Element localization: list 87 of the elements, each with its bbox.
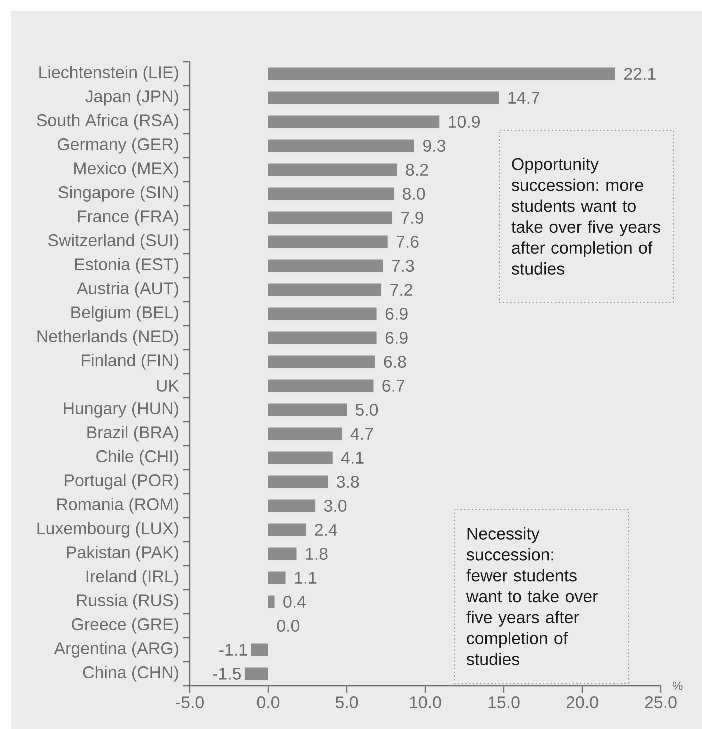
y-tick-label: Argentina (ARG) [54,642,178,658]
x-tick-label: 15.0 [488,696,520,709]
data-label: 6.8 [384,356,406,368]
bar [251,644,268,656]
data-label: 8.0 [403,188,426,200]
x-tick-label: 20.0 [566,696,598,709]
x-tick-label: 5.0 [336,696,358,709]
data-label: 14.7 [508,92,540,104]
annotation: Necessity succession: fewer students want to take over five years after completion of studies [466,527,598,666]
y-tick-label: Hungary (HUN) [64,402,178,418]
y-tick-label: Pakistan (PAK) [67,546,178,562]
data-label: 7.9 [402,212,424,224]
bar [244,668,268,680]
bar [268,476,328,488]
data-label: 4.1 [341,452,364,464]
x-axis-title: % [672,682,683,690]
y-tick-label: Brazil (BRA) [88,426,178,442]
bar [268,212,393,224]
y-tick-label: Chile (CHI) [96,450,178,466]
y-tick-label: Estonia (EST) [75,258,178,274]
y-tick-label: Netherlands (NED) [38,330,178,346]
bar [268,428,342,440]
y-tick-label: Austria (AUT) [76,282,178,298]
data-label: 22.1 [624,68,656,80]
y-tick-label: Singapore (SIN) [58,186,178,202]
annotation: Opportunity succession: more students want to take over five years after completion of studies [512,158,660,275]
data-label: 3.0 [324,500,347,512]
data-label: 0.0 [277,620,300,632]
y-tick-label: Ireland (IRL) [86,570,178,586]
data-label: 1.1 [295,572,317,584]
data-label: 2.4 [315,524,338,536]
bar [268,548,297,560]
bar [268,92,500,104]
data-label: 6.7 [382,380,405,392]
bar [268,236,388,248]
y-tick-label: Romania (ROM) [58,498,178,514]
bar [268,524,306,536]
bar [268,404,347,416]
x-tick-label: 25.0 [645,696,677,709]
bar [268,572,286,584]
data-label: 4.7 [350,428,374,440]
data-label: 5.0 [356,404,378,416]
bar [268,596,275,608]
data-label: 9.3 [424,140,446,152]
bar [268,68,616,80]
bar [268,188,394,200]
y-tick-label: UK [157,380,180,392]
data-label: 8.2 [406,164,428,176]
x-tick-label: 10.0 [410,696,442,709]
y-tick-label: Liechtenstein (LIE) [40,66,178,82]
data-label: 7.6 [396,236,419,248]
bar [268,284,382,296]
data-label: 7.3 [392,260,414,272]
data-label: -1.5 [213,668,242,680]
y-tick-label: Switzerland (SUI) [48,234,178,250]
y-tick-label: France (FRA) [78,210,178,226]
bar [268,116,440,128]
data-label: 6.9 [386,308,408,320]
y-tick-label: Mexico (MEX) [74,162,178,178]
bar [268,260,384,272]
data-label: 7.2 [390,284,412,296]
data-label: 0.4 [284,596,306,608]
bar [268,332,377,344]
y-tick-label: Germany (GER) [58,138,178,154]
bar [268,164,398,176]
bar [268,452,333,464]
y-tick-label: Japan (JPN) [86,90,178,106]
y-tick-label: Portugal (POR) [65,474,178,490]
x-tick-label: -5.0 [176,696,204,709]
y-tick-label: South Africa (RSA) [37,114,178,130]
y-tick-label: Greece (GRE) [72,618,178,634]
x-tick-label: 0.0 [257,696,280,709]
bar [268,356,376,368]
y-tick-label: Russia (RUS) [77,594,178,610]
bar [268,308,377,320]
y-tick-label: Finland (FIN) [82,354,178,370]
data-label: 10.9 [449,116,480,128]
data-label: 3.8 [337,476,360,488]
data-label: -1.1 [220,644,248,656]
bar [268,380,374,392]
data-label: 1.8 [306,548,328,560]
y-tick-label: Belgium (BEL) [72,306,178,322]
y-tick-label: China (CHN) [83,666,178,682]
data-label: 6.9 [386,332,408,344]
bar [268,500,316,512]
bar [268,140,415,152]
y-tick-label: Luxembourg (LUX) [38,522,178,538]
